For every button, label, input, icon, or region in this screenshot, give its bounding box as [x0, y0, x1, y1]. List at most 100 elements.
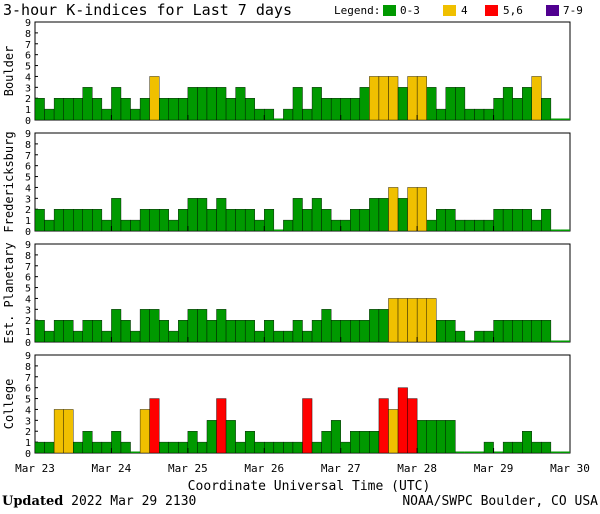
k-bar	[388, 187, 399, 232]
k-bar	[560, 229, 570, 231]
k-bar	[426, 420, 437, 454]
k-bar	[283, 219, 294, 232]
k-bar	[426, 298, 437, 343]
k-bar	[321, 98, 332, 121]
k-bar	[254, 219, 265, 232]
k-bar	[216, 198, 227, 232]
updated-timestamp: 2022 Mar 29 2130	[63, 494, 196, 509]
k-bar	[63, 98, 74, 121]
k-bar	[63, 209, 74, 232]
k-bar	[550, 118, 561, 120]
k-bar	[474, 219, 485, 232]
k-bar	[369, 309, 380, 343]
x-tick-mar-30: Mar 30	[550, 462, 590, 475]
k-bar	[388, 76, 399, 121]
k-bar	[264, 108, 275, 121]
k-bar	[111, 198, 122, 232]
k-bar	[445, 87, 456, 121]
k-bar	[254, 441, 265, 454]
k-bar	[330, 420, 341, 454]
k-bar	[522, 431, 532, 454]
k-bar	[168, 219, 179, 232]
k-bar	[264, 441, 275, 454]
k-bar	[369, 198, 380, 232]
y-tick-label: 8	[25, 251, 31, 262]
k-bar	[493, 320, 504, 343]
y-tick-label: 9	[25, 240, 31, 251]
k-bar	[359, 320, 370, 343]
k-bar	[407, 187, 418, 232]
k-bar	[350, 209, 361, 232]
k-bar	[34, 98, 45, 121]
k-bar	[44, 441, 55, 454]
k-bar	[330, 98, 341, 121]
k-bar	[254, 108, 265, 121]
y-tick-label: 4	[25, 294, 31, 305]
y-tick-label: 5	[25, 395, 31, 406]
chart-title: 3-hour K-indices for Last 7 days	[3, 1, 292, 19]
k-bar	[311, 441, 322, 454]
k-bar	[120, 441, 131, 454]
y-tick-label: 3	[25, 305, 31, 316]
y-tick-label: 2	[25, 205, 31, 216]
k-bar	[464, 219, 475, 232]
k-bar	[244, 98, 255, 121]
k-bar	[445, 209, 456, 232]
k-bar	[273, 441, 284, 454]
k-bar	[512, 98, 523, 121]
y-tick-label: 1	[25, 105, 31, 116]
k-bar	[311, 87, 322, 121]
k-bar	[273, 229, 284, 231]
k-bar	[130, 219, 141, 232]
k-bar	[92, 209, 103, 232]
k-bar	[264, 209, 275, 232]
k-bar	[130, 451, 141, 453]
k-bar	[216, 87, 227, 121]
panel-label-college: College	[2, 379, 16, 430]
k-bar	[464, 108, 475, 121]
k-bar	[235, 441, 246, 454]
k-bar	[73, 209, 83, 232]
k-bar	[187, 309, 198, 343]
k-bar	[235, 320, 246, 343]
k-bar	[340, 219, 351, 232]
k-bar	[436, 420, 447, 454]
x-tick-mar-24: Mar 24	[92, 462, 132, 475]
k-bar	[63, 320, 74, 343]
y-tick-label: 5	[25, 173, 31, 184]
legend-entry-5-6: 5,6	[503, 4, 523, 17]
k-bar	[92, 98, 103, 121]
k-bar	[426, 219, 437, 232]
panel-label-fredericksburg: Fredericksburg	[2, 131, 16, 232]
k-bar	[541, 98, 552, 121]
k-bar	[321, 209, 332, 232]
k-bar	[92, 441, 103, 454]
y-tick-label: 4	[25, 72, 31, 83]
k-bar	[149, 398, 160, 454]
k-bar	[283, 330, 294, 343]
svg-text:Updated 2022 Mar 29 2130: Updated 2022 Mar 29 2130	[2, 494, 196, 509]
y-tick-label: 3	[25, 194, 31, 205]
k-bar	[416, 187, 427, 232]
y-tick-label: 7	[25, 151, 31, 162]
x-tick-mar-26: Mar 26	[244, 462, 284, 475]
k-bar	[445, 320, 456, 343]
k-bar	[197, 198, 208, 232]
k-bar	[531, 219, 542, 232]
k-bar	[302, 209, 313, 232]
k-bar	[225, 209, 236, 232]
k-bar	[407, 298, 418, 343]
k-bar	[522, 87, 532, 121]
k-bar	[178, 320, 189, 343]
y-tick-label: 0	[25, 338, 31, 349]
k-bar	[550, 451, 561, 453]
k-bar	[101, 219, 112, 232]
k-bar	[350, 320, 361, 343]
k-bar	[455, 219, 466, 232]
k-bar	[483, 108, 494, 121]
k-bar	[225, 98, 236, 121]
y-tick-label: 6	[25, 273, 31, 284]
y-tick-label: 6	[25, 384, 31, 395]
